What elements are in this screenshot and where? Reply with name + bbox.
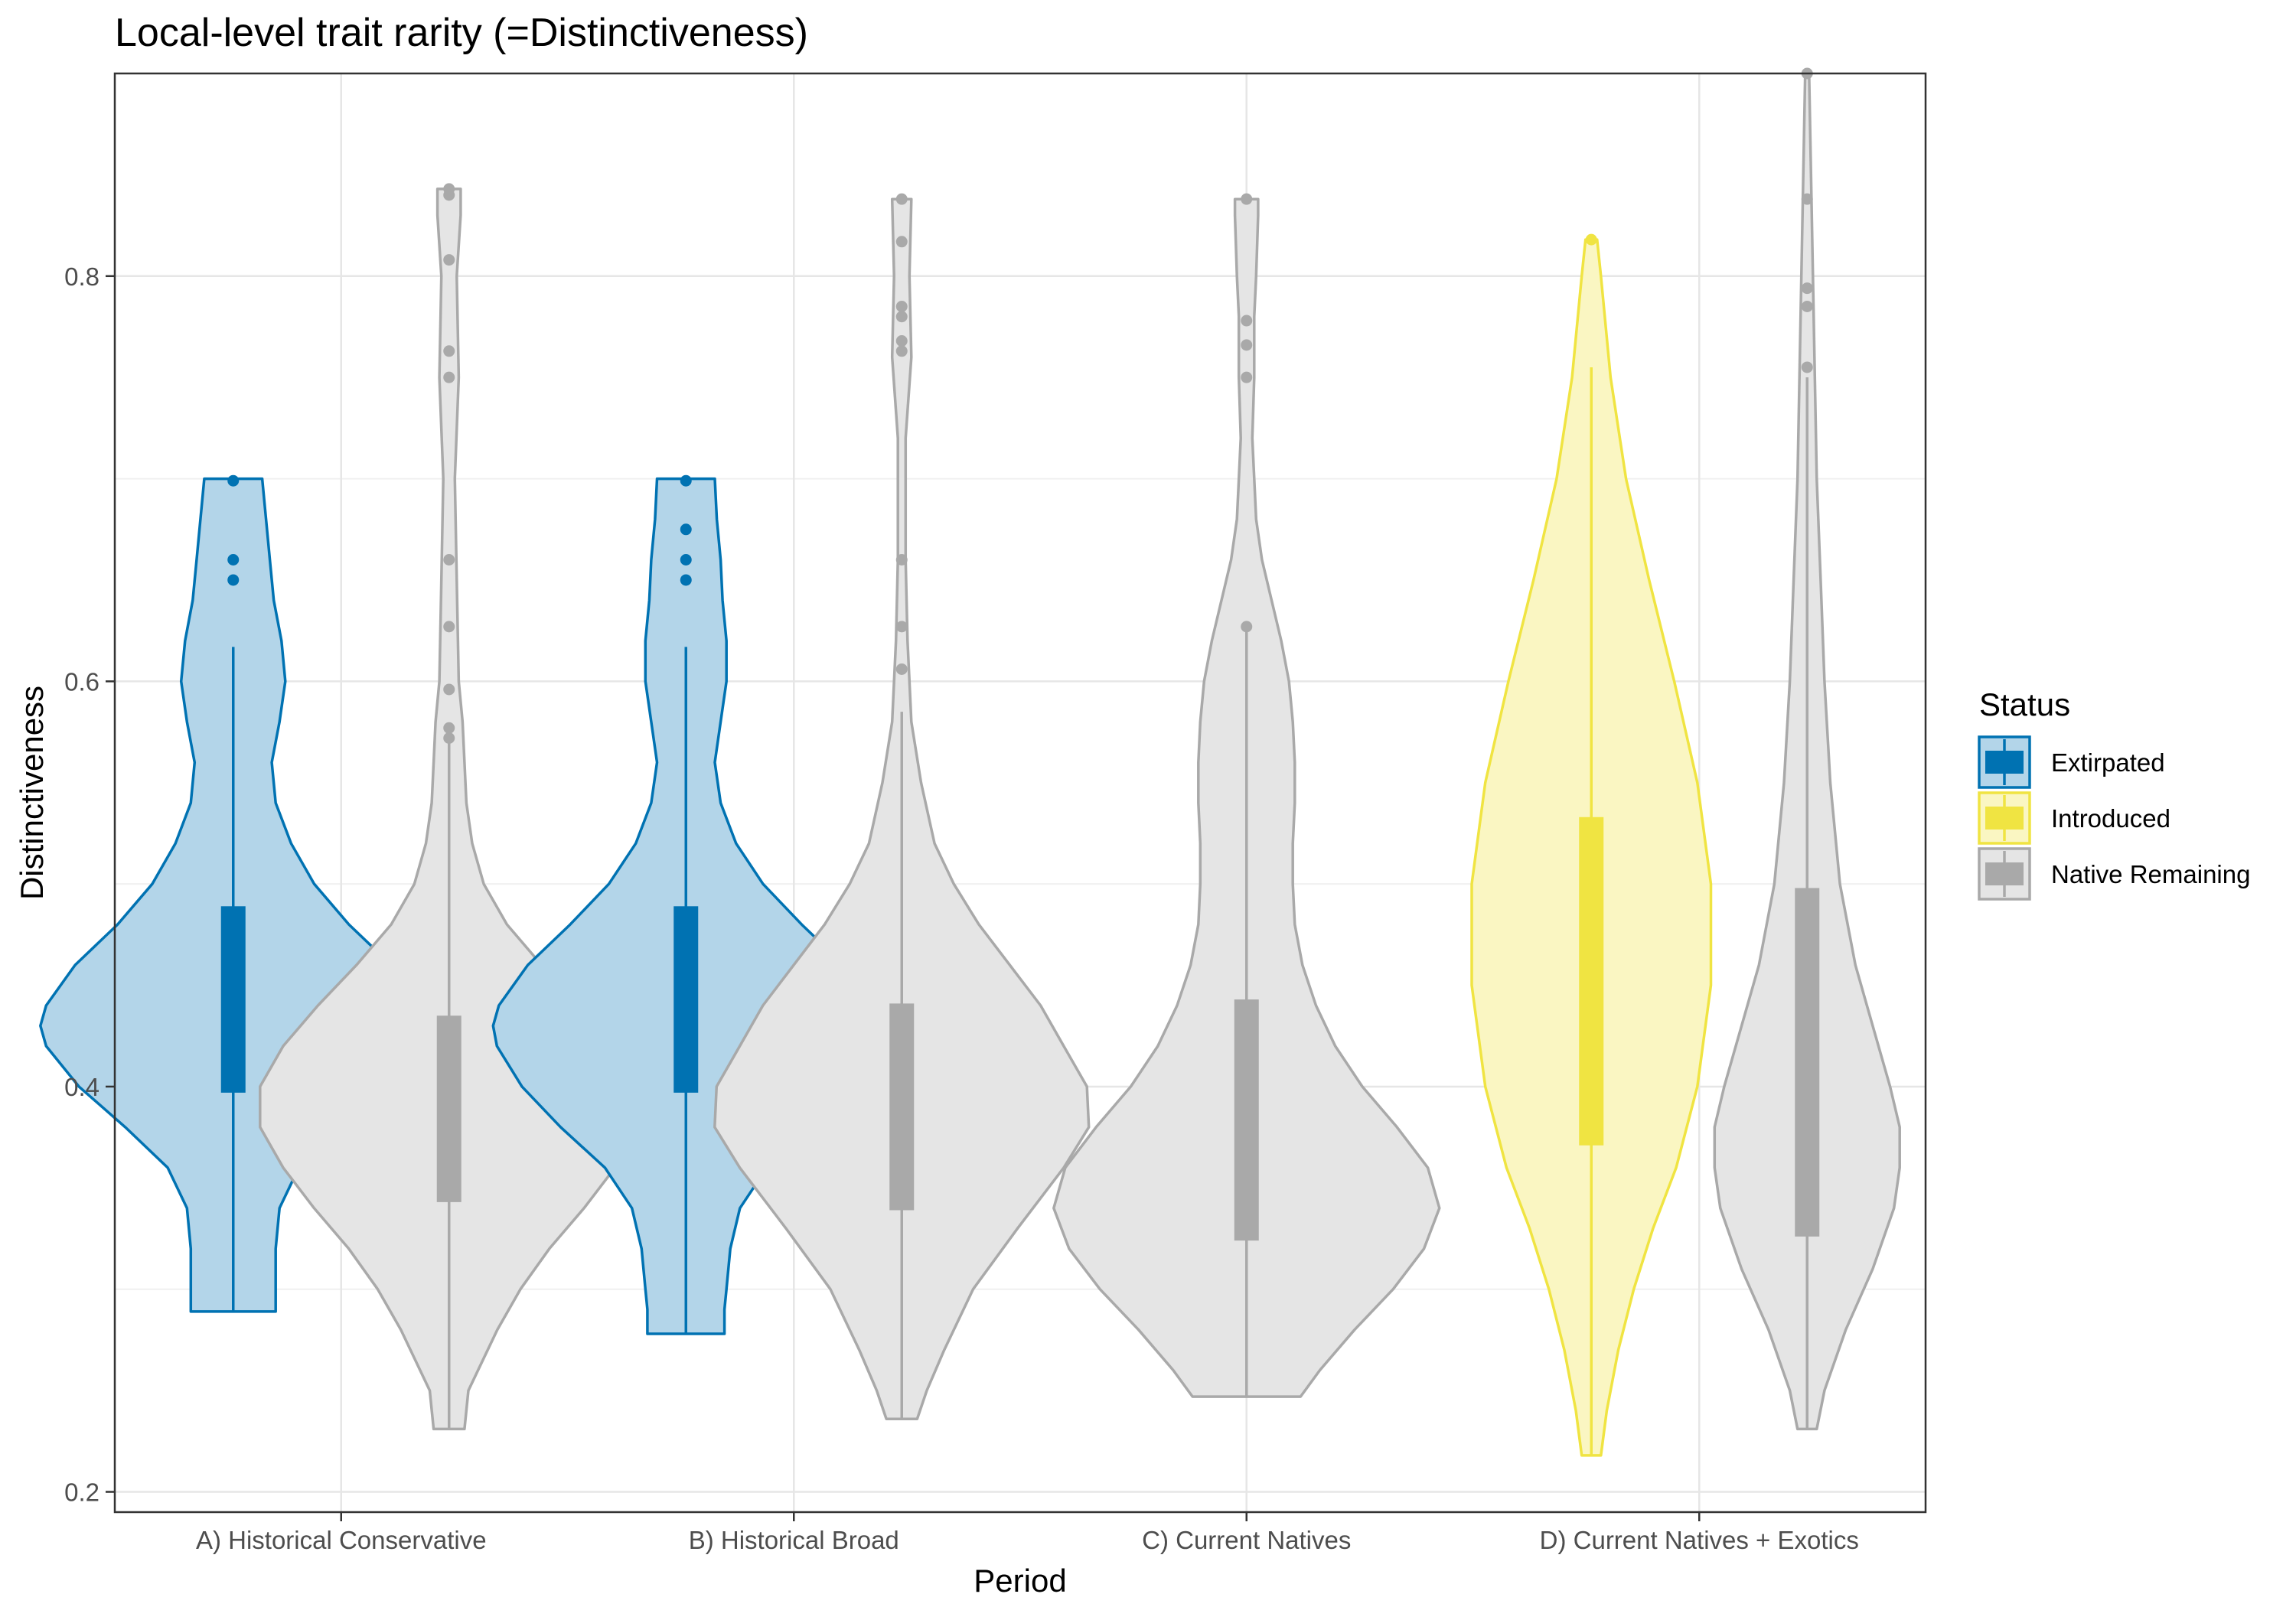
x-tick-label: B) Historical Broad	[689, 1526, 899, 1554]
iqr-box	[889, 1003, 915, 1211]
y-tick-label: 0.4	[64, 1073, 99, 1101]
outlier-point	[1241, 193, 1253, 205]
violin-group	[713, 193, 1091, 1420]
outlier-point	[443, 732, 455, 745]
outlier-point	[227, 474, 240, 487]
legend-label: Native Remaining	[2051, 860, 2250, 888]
outlier-point	[443, 722, 455, 734]
outlier-point	[443, 189, 455, 201]
legend-key	[1978, 735, 2031, 789]
x-axis-title: Period	[974, 1563, 1066, 1599]
x-tick-label: D) Current Natives + Exotics	[1540, 1526, 1859, 1554]
outlier-point	[895, 345, 908, 357]
outlier-point	[1801, 282, 1813, 295]
outlier-point	[443, 621, 455, 633]
outlier-point	[1241, 315, 1253, 327]
outlier-point	[680, 474, 692, 487]
legend-title: Status	[1979, 686, 2070, 722]
outlier-point	[895, 553, 908, 566]
outlier-point	[443, 371, 455, 383]
outlier-point	[680, 523, 692, 536]
outlier-point	[443, 683, 455, 696]
outlier-point	[895, 236, 908, 248]
iqr-box	[673, 906, 699, 1093]
legend-key-box	[1985, 807, 2024, 830]
outlier-point	[1241, 371, 1253, 383]
outlier-point	[895, 301, 908, 313]
legend-label: Introduced	[2051, 804, 2170, 833]
legend-label: Extirpated	[2051, 748, 2165, 777]
outlier-point	[1801, 193, 1813, 205]
legend-key	[1978, 847, 2031, 901]
y-axis-title: Distinctiveness	[14, 686, 50, 900]
y-tick-label: 0.8	[64, 262, 99, 291]
outlier-point	[895, 621, 908, 633]
iqr-box	[220, 906, 246, 1093]
iqr-box	[436, 1015, 461, 1202]
iqr-box	[1234, 999, 1259, 1241]
outlier-point	[1801, 301, 1813, 313]
axes: 0.2 0.4 0.6 0.8 A) Historical Conservative B)…	[64, 262, 1859, 1554]
violin-group	[1713, 67, 1901, 1431]
legend: Status Extirpated Introduced Native Remain…	[1978, 686, 2250, 901]
outlier-point	[895, 663, 908, 675]
outlier-point	[680, 574, 692, 586]
outlier-point	[895, 311, 908, 323]
outlier-point	[895, 335, 908, 347]
plot-border	[113, 72, 1927, 1514]
outlier-point	[895, 193, 908, 205]
outlier-point	[227, 574, 240, 586]
legend-key-box	[1985, 862, 2024, 885]
legend-key-box	[1985, 751, 2024, 774]
outlier-point	[443, 553, 455, 566]
outlier-point	[680, 553, 692, 566]
y-tick-label: 0.6	[64, 667, 99, 696]
outlier-point	[443, 254, 455, 266]
violin-layer	[39, 67, 1901, 1457]
x-tick-label: A) Historical Conservative	[196, 1526, 487, 1554]
outlier-point	[227, 553, 240, 566]
chart-title: Local-level trait rarity (=Distinctivene…	[115, 11, 808, 55]
outlier-point	[1585, 233, 1597, 246]
x-tick-label: C) Current Natives	[1142, 1526, 1351, 1554]
outlier-point	[1241, 621, 1253, 633]
y-tick-label: 0.2	[64, 1478, 99, 1507]
outlier-point	[1801, 361, 1813, 373]
iqr-box	[1795, 888, 1820, 1237]
violin-group	[1470, 233, 1713, 1457]
outlier-point	[443, 345, 455, 357]
violin-group	[1052, 193, 1441, 1398]
legend-key	[1978, 791, 2031, 845]
iqr-box	[1579, 817, 1604, 1146]
outlier-point	[1241, 339, 1253, 351]
